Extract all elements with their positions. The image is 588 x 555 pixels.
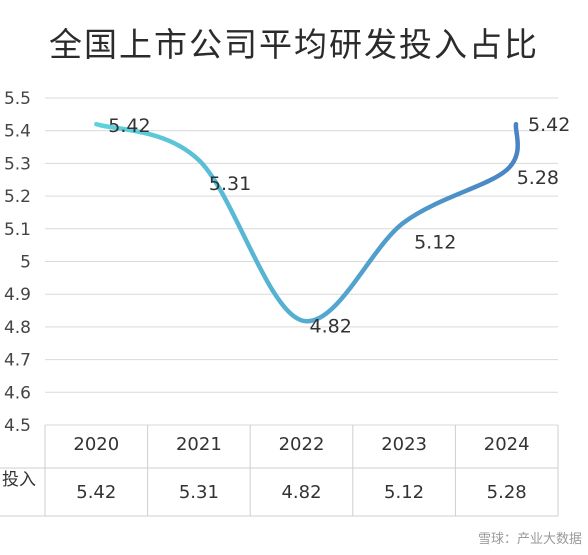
data-label: 5.31 (209, 173, 251, 195)
data-label: 4.82 (310, 315, 352, 337)
x-category-label: 2024 (484, 434, 530, 455)
y-tick-label: 4.9 (4, 285, 31, 305)
x-category-label: 2020 (73, 434, 119, 455)
y-tick-label: 4.7 (4, 351, 31, 371)
series-line (94, 121, 521, 324)
y-tick-label: 4.5 (4, 416, 31, 436)
x-category-label: 2022 (279, 434, 325, 455)
y-tick-label: 5.1 (4, 220, 31, 240)
table-row-label: 投入 (2, 470, 36, 490)
y-tick-label: 4.6 (4, 383, 31, 403)
y-tick-label: 5.5 (4, 89, 31, 109)
data-label-end: 5.42 (528, 114, 570, 136)
y-tick-label: 5.3 (4, 154, 31, 174)
x-category-label: 2021 (176, 434, 222, 455)
x-category-label: 2023 (381, 434, 427, 455)
table-cell-value: 4.82 (281, 482, 321, 503)
y-tick-label: 4.8 (4, 318, 31, 338)
data-label: 5.28 (517, 167, 559, 189)
data-label: 5.12 (414, 231, 456, 253)
y-tick-label: 5 (20, 253, 31, 273)
y-tick-label: 5.2 (4, 187, 31, 207)
table-cell-value: 5.28 (487, 482, 527, 503)
table-cell-value: 5.42 (76, 482, 116, 503)
y-tick-label: 5.4 (4, 122, 31, 142)
data-label: 5.42 (108, 115, 150, 137)
table-cell-value: 5.12 (384, 482, 424, 503)
table-cell-value: 5.31 (179, 482, 219, 503)
chart-title: 全国上市公司平均研发投入占比 (49, 25, 539, 64)
watermark-text: 雪球：产业大数据 (477, 532, 582, 547)
